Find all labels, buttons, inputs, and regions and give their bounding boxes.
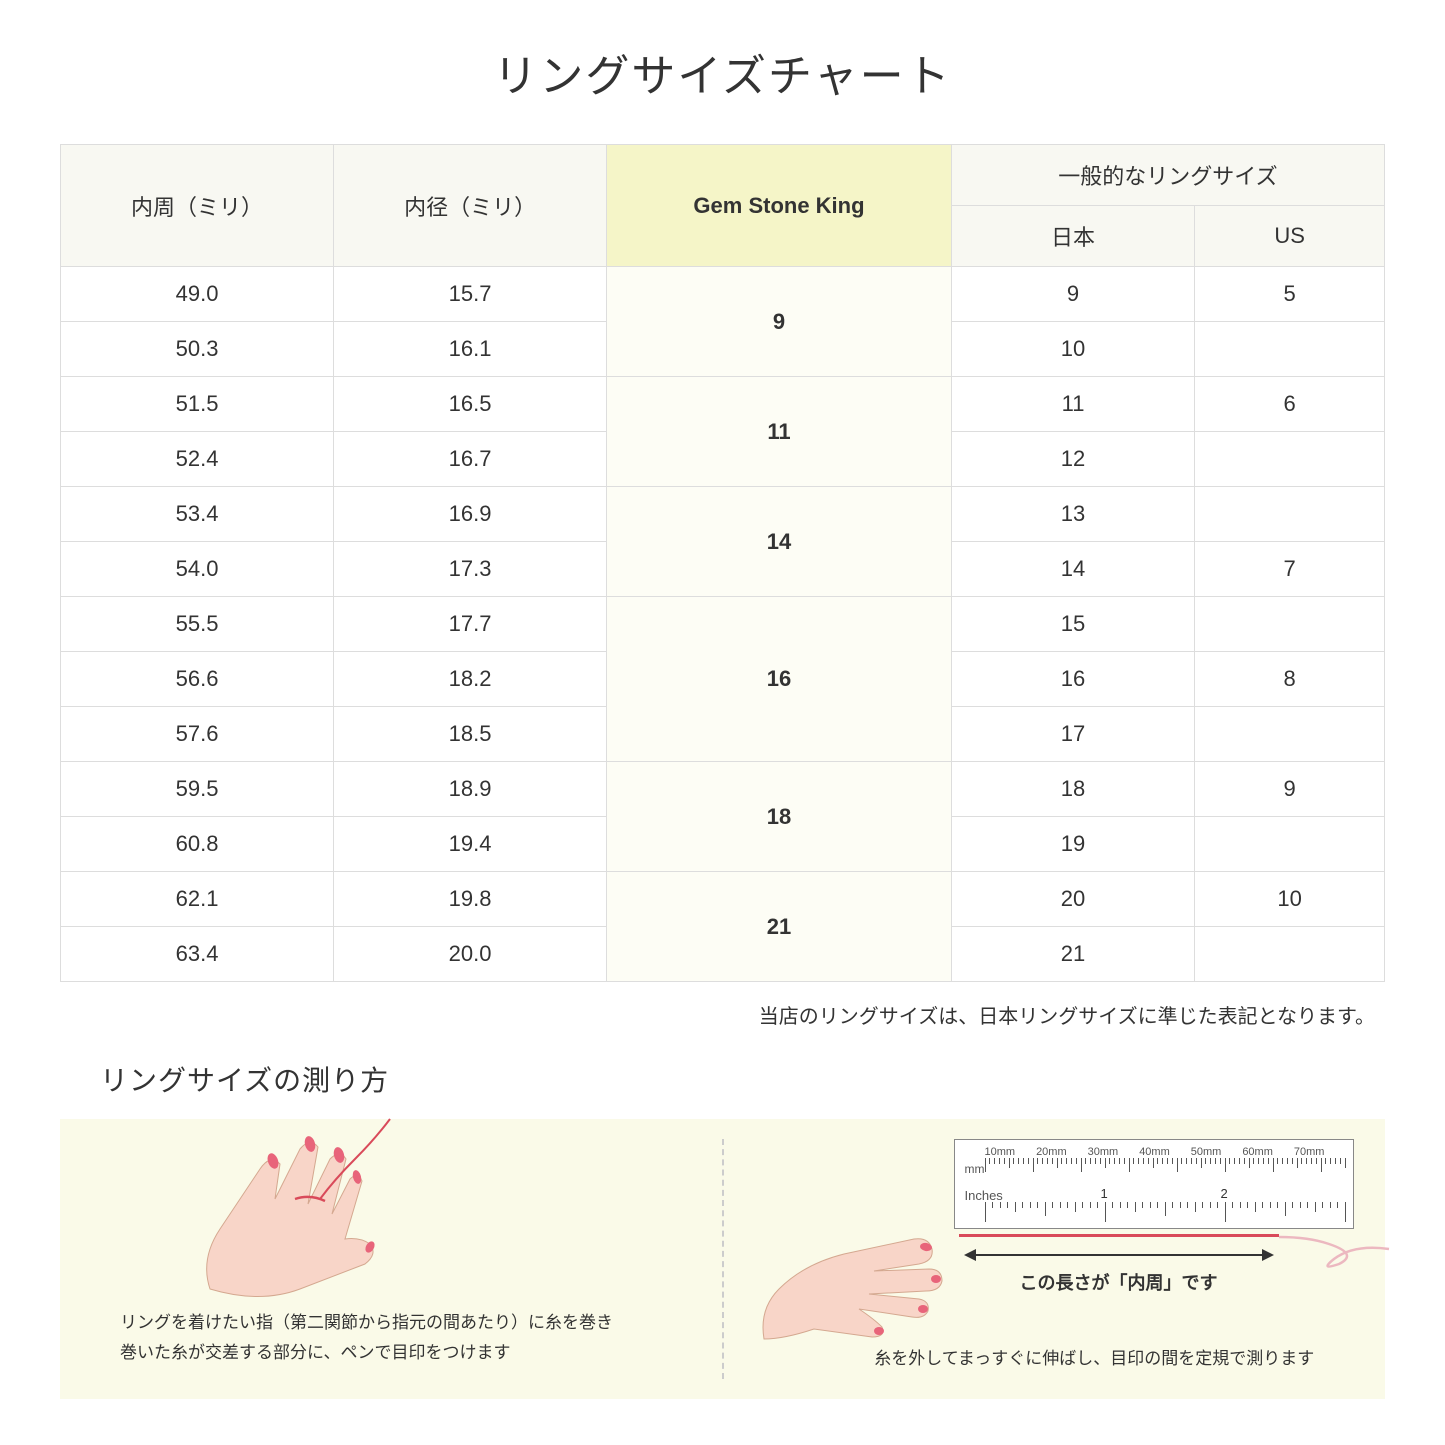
col-general: 一般的なリングサイズ bbox=[951, 145, 1384, 206]
cell-jp: 9 bbox=[951, 267, 1194, 322]
measure-title: リングサイズの測り方 bbox=[100, 1059, 1385, 1099]
cell-us bbox=[1195, 322, 1385, 377]
cell-us: 9 bbox=[1195, 762, 1385, 817]
instruction-right: 糸を外してまっすぐに伸ばし、目印の間を定規で測ります bbox=[844, 1344, 1346, 1369]
page-title: リングサイズチャート bbox=[60, 40, 1385, 104]
cell-gsk: 11 bbox=[607, 377, 952, 487]
table-row: 51.516.511116 bbox=[61, 377, 1385, 432]
cell-jp: 19 bbox=[951, 817, 1194, 872]
table-row: 55.517.71615 bbox=[61, 597, 1385, 652]
cell-circ: 51.5 bbox=[61, 377, 334, 432]
col-circumference: 内周（ミリ） bbox=[61, 145, 334, 267]
cell-jp: 18 bbox=[951, 762, 1194, 817]
cell-jp: 16 bbox=[951, 652, 1194, 707]
size-note: 当店のリングサイズは、日本リングサイズに準じた表記となります。 bbox=[60, 1000, 1385, 1029]
cell-gsk: 14 bbox=[607, 487, 952, 597]
cell-jp: 21 bbox=[951, 927, 1194, 982]
cell-us: 10 bbox=[1195, 872, 1385, 927]
cell-circ: 50.3 bbox=[61, 322, 334, 377]
ruler-mm-unit: mm bbox=[965, 1162, 985, 1176]
instruction-left: リングを着けたい指（第二関節から指元の間あたり）に糸を巻き 巻いた糸が交差する部… bbox=[120, 1308, 682, 1369]
cell-circ: 62.1 bbox=[61, 872, 334, 927]
length-label: この長さが「内周」です bbox=[964, 1269, 1274, 1295]
cell-diam: 16.7 bbox=[334, 432, 607, 487]
cell-diam: 16.9 bbox=[334, 487, 607, 542]
ruler-illustration: 10mm20mm30mm40mm50mm60mm70mm mm Inches 1… bbox=[954, 1139, 1354, 1229]
cell-circ: 53.4 bbox=[61, 487, 334, 542]
cell-jp: 15 bbox=[951, 597, 1194, 652]
measure-step-1: リングを着けたい指（第二関節から指元の間あたり）に糸を巻き 巻いた糸が交差する部… bbox=[60, 1119, 722, 1399]
table-row: 62.119.8212010 bbox=[61, 872, 1385, 927]
measure-step-2: 10mm20mm30mm40mm50mm60mm70mm mm Inches 1… bbox=[724, 1119, 1386, 1399]
cell-us: 8 bbox=[1195, 652, 1385, 707]
cell-circ: 54.0 bbox=[61, 542, 334, 597]
cell-us bbox=[1195, 597, 1385, 652]
ruler-mm-labels: 10mm20mm30mm40mm50mm60mm70mm bbox=[985, 1146, 1346, 1158]
cell-us bbox=[1195, 817, 1385, 872]
cell-diam: 18.2 bbox=[334, 652, 607, 707]
cell-jp: 14 bbox=[951, 542, 1194, 597]
cell-circ: 63.4 bbox=[61, 927, 334, 982]
cell-jp: 12 bbox=[951, 432, 1194, 487]
cell-circ: 52.4 bbox=[61, 432, 334, 487]
ring-size-table: 内周（ミリ） 内径（ミリ） Gem Stone King 一般的なリングサイズ … bbox=[60, 144, 1385, 982]
cell-us bbox=[1195, 432, 1385, 487]
cell-diam: 16.5 bbox=[334, 377, 607, 432]
col-gsk: Gem Stone King bbox=[607, 145, 952, 267]
col-diameter: 内径（ミリ） bbox=[334, 145, 607, 267]
cell-gsk: 9 bbox=[607, 267, 952, 377]
table-row: 59.518.918189 bbox=[61, 762, 1385, 817]
cell-us: 6 bbox=[1195, 377, 1385, 432]
cell-circ: 60.8 bbox=[61, 817, 334, 872]
cell-jp: 11 bbox=[951, 377, 1194, 432]
thread-curl bbox=[1279, 1219, 1399, 1279]
cell-gsk: 21 bbox=[607, 872, 952, 982]
cell-diam: 18.9 bbox=[334, 762, 607, 817]
cell-us bbox=[1195, 927, 1385, 982]
cell-circ: 49.0 bbox=[61, 267, 334, 322]
cell-jp: 17 bbox=[951, 707, 1194, 762]
cell-us: 5 bbox=[1195, 267, 1385, 322]
cell-diam: 18.5 bbox=[334, 707, 607, 762]
cell-diam: 16.1 bbox=[334, 322, 607, 377]
col-jp: 日本 bbox=[951, 206, 1194, 267]
cell-circ: 55.5 bbox=[61, 597, 334, 652]
cell-diam: 17.7 bbox=[334, 597, 607, 652]
cell-circ: 56.6 bbox=[61, 652, 334, 707]
cell-circ: 57.6 bbox=[61, 707, 334, 762]
cell-gsk: 16 bbox=[607, 597, 952, 762]
cell-jp: 20 bbox=[951, 872, 1194, 927]
measure-section: リングを着けたい指（第二関節から指元の間あたり）に糸を巻き 巻いた糸が交差する部… bbox=[60, 1119, 1385, 1399]
cell-diam: 19.4 bbox=[334, 817, 607, 872]
table-row: 53.416.91413 bbox=[61, 487, 1385, 542]
cell-circ: 59.5 bbox=[61, 762, 334, 817]
cell-diam: 17.3 bbox=[334, 542, 607, 597]
table-row: 49.015.7995 bbox=[61, 267, 1385, 322]
cell-us bbox=[1195, 707, 1385, 762]
hand-illustration-left bbox=[160, 1109, 420, 1309]
cell-us bbox=[1195, 487, 1385, 542]
cell-jp: 13 bbox=[951, 487, 1194, 542]
cell-diam: 15.7 bbox=[334, 267, 607, 322]
col-us: US bbox=[1195, 206, 1385, 267]
cell-diam: 19.8 bbox=[334, 872, 607, 927]
cell-diam: 20.0 bbox=[334, 927, 607, 982]
measure-arrow bbox=[964, 1249, 1274, 1261]
cell-gsk: 18 bbox=[607, 762, 952, 872]
cell-jp: 10 bbox=[951, 322, 1194, 377]
hand-illustration-right bbox=[754, 1209, 964, 1349]
ruler-inches-label: Inches bbox=[965, 1188, 1003, 1203]
cell-us: 7 bbox=[1195, 542, 1385, 597]
thread-illustration bbox=[959, 1234, 1279, 1237]
